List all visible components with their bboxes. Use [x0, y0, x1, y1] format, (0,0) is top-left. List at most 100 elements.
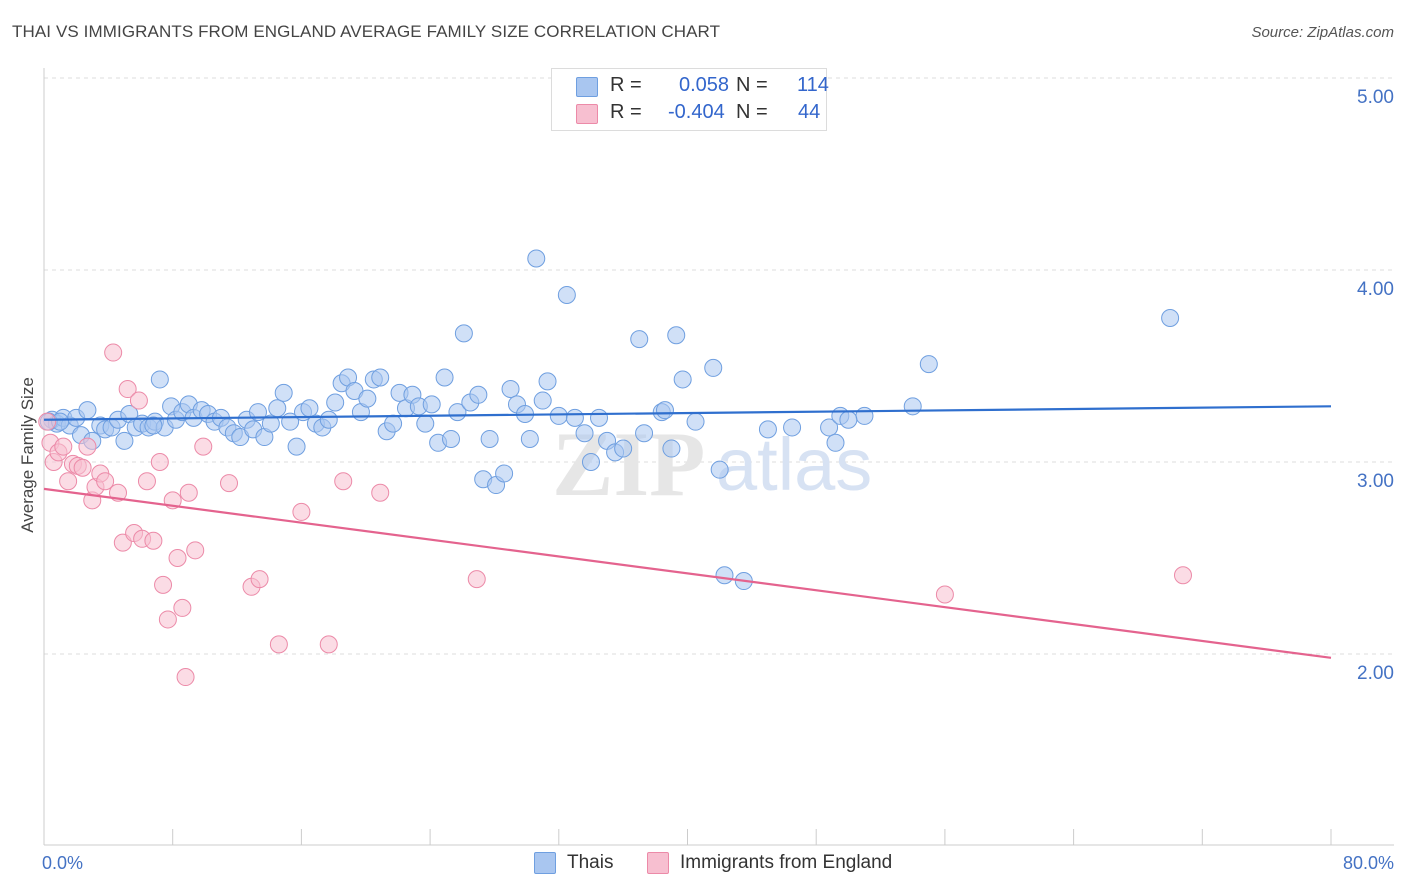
legend-n-label: N = — [736, 101, 768, 123]
data-point — [549, 406, 568, 425]
data-point — [144, 531, 163, 550]
bottom-legend-swatch-england — [647, 852, 669, 874]
data-point — [416, 414, 435, 433]
data-point — [614, 439, 633, 458]
y-tick-label: 2.00 — [1357, 663, 1394, 684]
data-point — [384, 414, 403, 433]
data-point — [173, 598, 192, 617]
data-point — [1173, 566, 1192, 585]
data-point — [371, 483, 390, 502]
axes — [43, 68, 1394, 846]
data-point — [54, 437, 73, 456]
data-point — [480, 429, 499, 448]
data-point — [1161, 309, 1180, 327]
tick-labels: 2.00 3.00 4.00 5.00 0.0% 80.0% — [42, 87, 1394, 873]
data-point — [635, 424, 654, 443]
data-point — [903, 397, 922, 416]
data-point — [154, 575, 173, 594]
data-point — [137, 472, 156, 491]
legend-n-value: 114 — [797, 74, 829, 96]
data-point — [520, 429, 539, 448]
data-point — [129, 391, 148, 410]
data-point — [144, 416, 163, 435]
legend-n-value: 44 — [798, 101, 821, 123]
data-point — [820, 418, 839, 437]
data-point — [435, 368, 454, 387]
legend-r-label: R = — [610, 101, 642, 123]
data-point — [150, 453, 169, 471]
data-point — [78, 401, 97, 420]
data-point — [104, 343, 123, 362]
trend-lines — [43, 405, 1332, 659]
bottom-legend-swatch-thais — [534, 852, 556, 874]
data-point — [158, 610, 177, 629]
data-point — [250, 570, 269, 589]
data-point — [673, 370, 692, 389]
data-point — [38, 412, 57, 431]
data-point — [194, 437, 213, 456]
data-point — [334, 472, 353, 491]
data-point — [442, 429, 461, 448]
data-point — [662, 439, 681, 458]
data-point — [495, 464, 514, 483]
bottom-legend-thais: Thais — [567, 852, 614, 873]
data-point — [590, 408, 609, 427]
data-point — [300, 399, 319, 418]
data-point — [667, 326, 686, 345]
data-point — [371, 368, 390, 387]
legend-swatch-england — [576, 104, 598, 124]
legend-r-label: R = — [610, 74, 642, 96]
legend: R = 0.058 N = 114 R = -0.404 N = 44 — [551, 68, 829, 131]
data-point — [527, 249, 546, 268]
y-tick-label: 4.00 — [1357, 279, 1394, 300]
data-point — [268, 399, 287, 418]
legend-r-value: 0.058 — [679, 74, 730, 96]
data-point — [179, 483, 198, 502]
data-point — [758, 420, 777, 439]
bottom-legend-england: Immigrants from England — [680, 852, 893, 873]
legend-n-label: N = — [736, 74, 768, 96]
data-point — [710, 460, 729, 479]
data-point — [783, 418, 802, 437]
data-point — [826, 433, 845, 452]
data-point — [261, 414, 280, 433]
data-point — [467, 570, 486, 589]
data-point — [248, 403, 267, 422]
data-point — [839, 410, 858, 429]
data-point — [501, 380, 520, 399]
data-point — [115, 431, 134, 450]
data-point — [287, 437, 306, 456]
data-point — [919, 355, 938, 374]
data-point — [565, 408, 584, 427]
y-tick-label: 3.00 — [1357, 471, 1394, 492]
trend-line — [43, 405, 1332, 421]
data-point — [704, 358, 723, 377]
watermark: ZIP atlas — [552, 413, 872, 515]
y-tick-label: 5.00 — [1357, 87, 1394, 108]
data-point — [186, 541, 205, 560]
legend-r-value: -0.404 — [668, 101, 725, 123]
data-point — [686, 412, 705, 431]
chart-title: THAI VS IMMIGRANTS FROM ENGLAND AVERAGE … — [12, 22, 721, 41]
series-england — [38, 343, 1192, 687]
data-point — [326, 393, 345, 412]
data-point — [176, 668, 195, 687]
data-point — [78, 437, 97, 456]
x-tick-label: 80.0% — [1343, 853, 1394, 873]
data-point — [715, 566, 734, 585]
data-point — [557, 285, 576, 304]
data-point — [220, 474, 239, 493]
source-label: Source: ZipAtlas.com — [1251, 24, 1394, 41]
data-point — [150, 370, 169, 389]
watermark-atlas: atlas — [716, 423, 872, 506]
data-point — [533, 391, 552, 410]
data-point — [118, 380, 137, 399]
legend-swatch-thais — [576, 77, 598, 97]
data-point — [630, 330, 649, 349]
data-point — [655, 401, 674, 420]
data-point — [59, 472, 78, 491]
data-point — [935, 585, 954, 604]
data-point — [96, 472, 115, 491]
watermark-zip: ZIP — [552, 413, 705, 515]
